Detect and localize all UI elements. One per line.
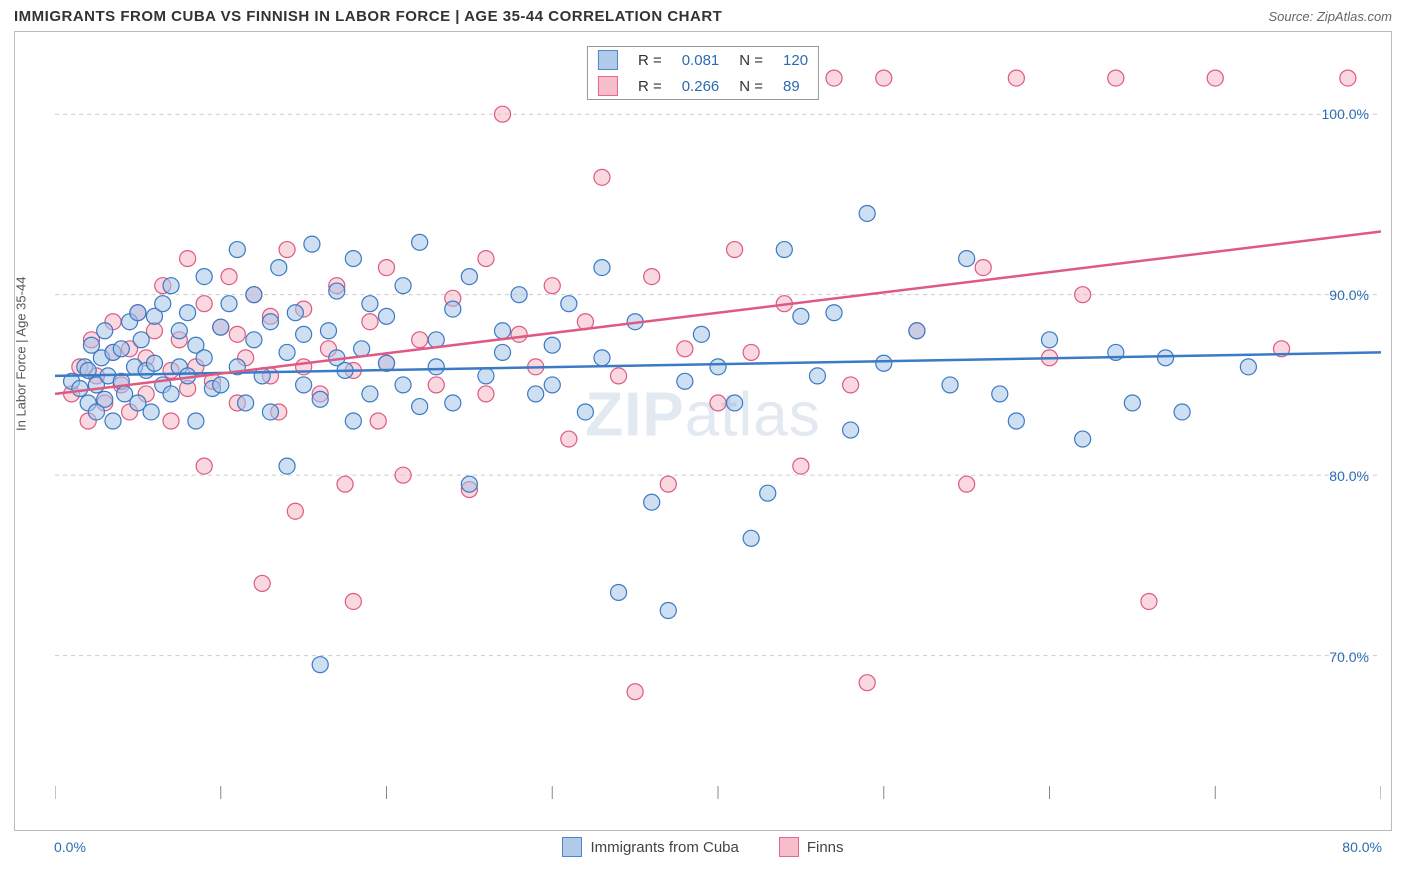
plot-area xyxy=(55,42,1381,800)
title-bar: IMMIGRANTS FROM CUBA VS FINNISH IN LABOR… xyxy=(0,0,1406,31)
y-axis-title: In Labor Force | Age 35-44 xyxy=(14,277,29,431)
x-axis-min-label: 0.0% xyxy=(54,839,86,855)
legend-row-finns: R = 0.266 N = 89 xyxy=(588,73,818,99)
chart-container: In Labor Force | Age 35-44 R = 0.081 N =… xyxy=(14,31,1392,831)
legend-item-finns: Finns xyxy=(779,837,844,857)
cuba-n-value: 120 xyxy=(773,47,818,73)
r-equals-label: R = xyxy=(628,73,672,99)
x-axis-max-label: 80.0% xyxy=(1342,839,1382,855)
y-tick-label: 80.0% xyxy=(1329,468,1369,484)
legend-swatch-finns xyxy=(598,76,618,96)
correlation-legend: R = 0.081 N = 120 R = 0.266 N = 89 xyxy=(587,46,819,100)
y-tick-label: 70.0% xyxy=(1329,649,1369,665)
finns-r-value: 0.266 xyxy=(672,73,730,99)
y-tick-label: 100.0% xyxy=(1322,106,1369,122)
legend-swatch-cuba xyxy=(598,50,618,70)
legend-label-cuba: Immigrants from Cuba xyxy=(590,839,738,856)
chart-title: IMMIGRANTS FROM CUBA VS FINNISH IN LABOR… xyxy=(14,8,722,25)
legend-item-cuba: Immigrants from Cuba xyxy=(562,837,738,857)
legend-swatch-finns xyxy=(779,837,799,857)
legend-label-finns: Finns xyxy=(807,839,844,856)
y-tick-label: 90.0% xyxy=(1329,287,1369,303)
n-equals-label: N = xyxy=(729,47,773,73)
source-label: Source: ZipAtlas.com xyxy=(1268,9,1392,24)
legend-row-cuba: R = 0.081 N = 120 xyxy=(588,47,818,73)
bottom-bar: 0.0% Immigrants from Cuba Finns 80.0% xyxy=(0,831,1406,857)
scatter-plot-svg xyxy=(55,42,1381,800)
legend-swatch-cuba xyxy=(562,837,582,857)
n-equals-label: N = xyxy=(729,73,773,99)
r-equals-label: R = xyxy=(628,47,672,73)
cuba-r-value: 0.081 xyxy=(672,47,730,73)
finns-n-value: 89 xyxy=(773,73,818,99)
